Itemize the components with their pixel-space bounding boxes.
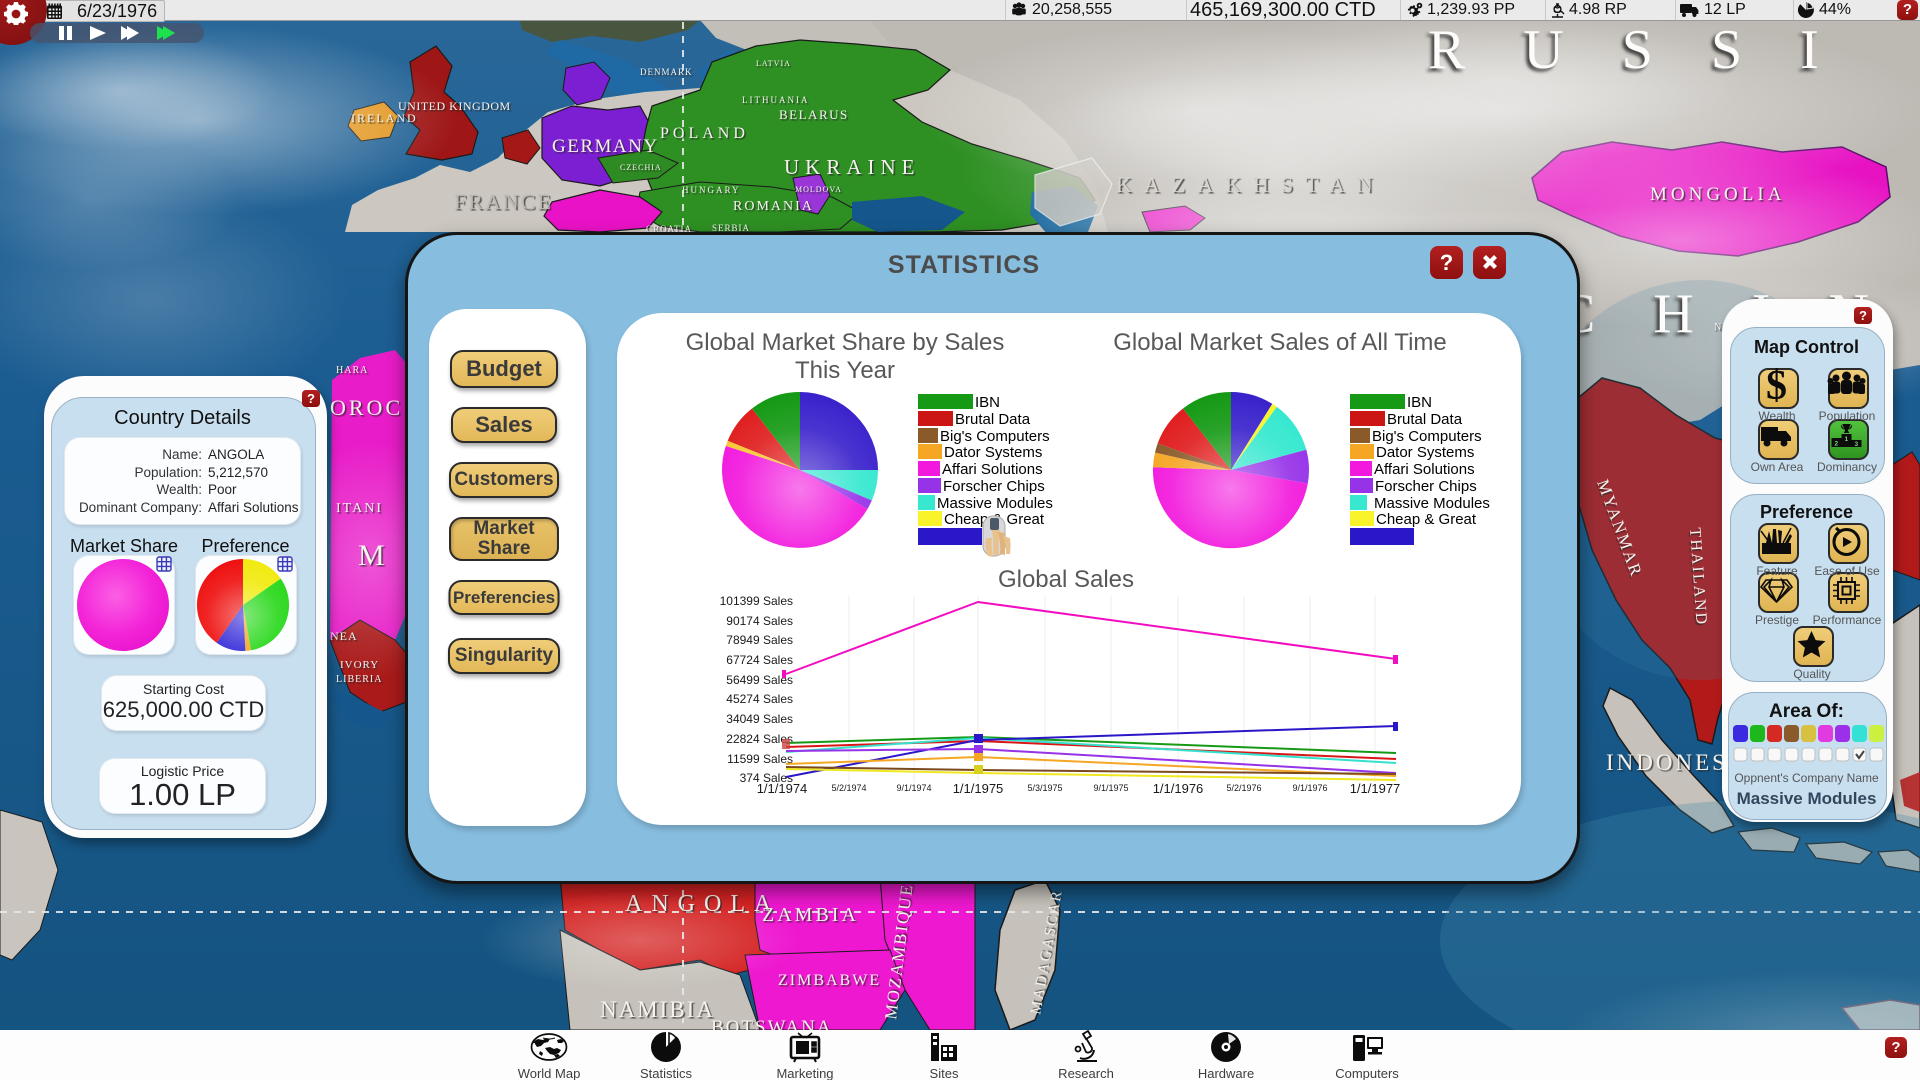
svg-text:LATVIA: LATVIA [756,59,791,68]
svg-text:Brutal Data: Brutal Data [955,411,1031,428]
svg-text:POLAND: POLAND [660,125,749,142]
svg-text:ITANI: ITANI [336,501,383,516]
svg-text:IRELAND: IRELAND [351,111,418,125]
svg-text:374 Sales: 374 Sales [740,771,793,785]
svg-text:HUNGARY: HUNGARY [682,185,741,195]
svg-text:UNITED KINGDOM: UNITED KINGDOM [398,99,511,113]
svg-text:OROC: OROC [330,395,403,420]
svg-text:Massive Modules: Massive Modules [937,495,1053,512]
svg-text:Dator Systems: Dator Systems [1376,444,1474,461]
svg-text:78949 Sales: 78949 Sales [726,633,793,647]
svg-text:56499 Sales: 56499 Sales [726,673,793,687]
svg-text:45274 Sales: 45274 Sales [726,692,793,706]
svg-text:Global Market Share by Sales: Global Market Share by Sales [686,329,1005,356]
svg-text:DENMARK: DENMARK [640,67,693,77]
svg-text:1/1/1975: 1/1/1975 [953,781,1004,796]
svg-text:1/1/1977: 1/1/1977 [1350,781,1401,796]
svg-text:Brutal Data: Brutal Data [1387,411,1463,428]
svg-text:5/2/1976: 5/2/1976 [1226,783,1261,793]
svg-text:Global Sales: Global Sales [998,566,1134,593]
svg-text:UKRAINE: UKRAINE [784,155,921,179]
svg-text:This Year: This Year [795,357,895,384]
svg-text:FRANCE: FRANCE [454,189,553,214]
svg-text:1/1/1974: 1/1/1974 [757,781,808,796]
svg-text:Cheap & Great: Cheap & Great [1376,511,1477,528]
svg-text:34049 Sales: 34049 Sales [726,712,793,726]
svg-text:Big's Computers: Big's Computers [940,428,1050,445]
svg-text:11599 Sales: 11599 Sales [727,752,793,766]
svg-text:IBN: IBN [975,394,1000,411]
svg-text:1/1/1976: 1/1/1976 [1153,781,1204,796]
svg-text:NEA: NEA [330,629,358,643]
svg-text:LIBERIA: LIBERIA [336,674,382,685]
svg-text:5/2/1974: 5/2/1974 [831,783,866,793]
svg-text:KAZAKHSTAN: KAZAKHSTAN [1116,172,1385,197]
svg-text:9/1/1975: 9/1/1975 [1093,783,1128,793]
svg-text:ROMANIA: ROMANIA [733,199,814,214]
svg-text:CROATIA: CROATIA [646,224,692,234]
svg-text:NAMIBIA: NAMIBIA [600,997,715,1022]
svg-text:Affari Solutions: Affari Solutions [942,461,1043,478]
svg-text:9/1/1976: 9/1/1976 [1292,783,1327,793]
svg-text:Affari Solutions: Affari Solutions [1374,461,1475,478]
svg-text:MONGOLIA: MONGOLIA [1650,184,1785,205]
svg-text:MOLDOVA: MOLDOVA [795,185,842,194]
svg-text:5/3/1975: 5/3/1975 [1027,783,1062,793]
svg-text:101399 Sales: 101399 Sales [720,594,793,608]
svg-text:$: $ [1766,363,1787,409]
svg-text:SERBIA: SERBIA [712,223,750,233]
svg-text:22824 Sales: 22824 Sales [726,732,793,746]
svg-text:RUSSI: RUSSI [1428,19,1877,81]
svg-text:Massive Modules: Massive Modules [1374,495,1490,512]
svg-text:LITHUANIA: LITHUANIA [742,95,810,105]
svg-text:HARA: HARA [336,365,368,376]
svg-text:IBN: IBN [1407,394,1432,411]
svg-text:Global Market Sales of All Tim: Global Market Sales of All Time [1113,329,1446,356]
svg-text:THAILAND: THAILAND [1686,527,1710,627]
svg-text:ZIMBABWE: ZIMBABWE [778,972,881,989]
svg-text:9/1/1974: 9/1/1974 [896,783,931,793]
svg-text:CZECHIA: CZECHIA [620,163,662,172]
svg-text:Big's Computers: Big's Computers [1372,428,1482,445]
svg-text:ZAMBIA: ZAMBIA [762,904,859,926]
svg-text:3: 3 [1855,441,1859,448]
svg-text:Forscher Chips: Forscher Chips [943,478,1045,495]
svg-text:67724 Sales: 67724 Sales [726,653,793,667]
svg-text:M: M [358,539,395,572]
svg-text:ANGOLA: ANGOLA [625,891,780,917]
svg-text:Forscher Chips: Forscher Chips [1375,478,1477,495]
svg-text:BELARUS: BELARUS [779,107,849,122]
svg-text:Dator Systems: Dator Systems [944,444,1042,461]
svg-text:GERMANY: GERMANY [552,136,659,157]
svg-text:1: 1 [1845,436,1849,443]
svg-text:2: 2 [1835,441,1839,448]
svg-text:IVORY: IVORY [340,659,379,671]
svg-text:90174 Sales: 90174 Sales [726,614,793,628]
